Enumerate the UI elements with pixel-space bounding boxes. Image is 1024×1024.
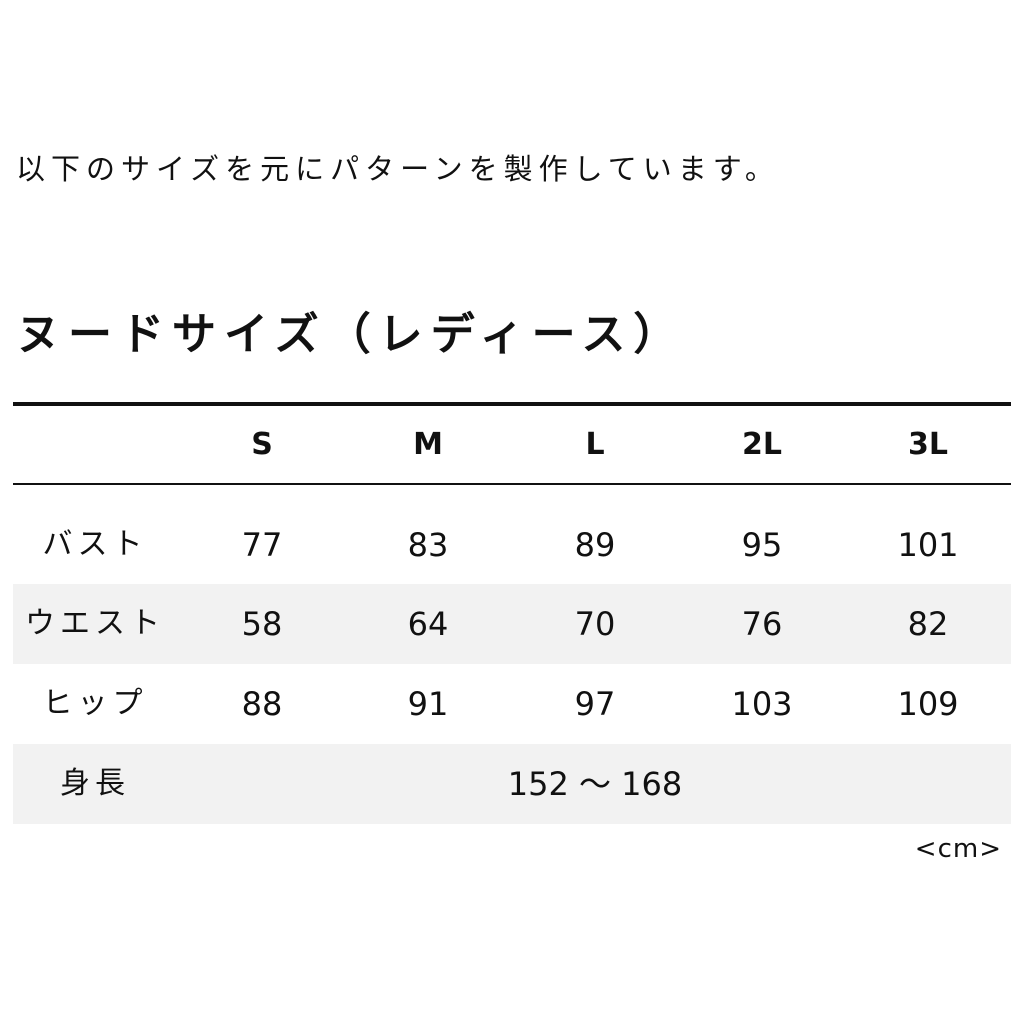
table-row-waist: ウエスト 58 64 70 76 82 <box>13 584 1011 664</box>
table-row-bust: バスト 77 83 89 95 101 <box>13 505 1011 585</box>
table-cell: 76 <box>741 605 783 643</box>
table-cell: 97 <box>574 685 616 723</box>
table-cell: 91 <box>407 685 449 723</box>
table-header-rule <box>13 483 1011 485</box>
column-header-2l: 2L <box>742 427 782 462</box>
table-row-hip: ヒップ 88 91 97 103 109 <box>13 664 1011 744</box>
row-label: ヒップ <box>42 686 148 721</box>
table-cell: 77 <box>241 526 283 564</box>
table-cell: 70 <box>574 605 616 643</box>
table-cell: 95 <box>741 526 783 564</box>
column-header-3l: 3L <box>908 427 948 462</box>
page-title: ヌードサイズ（レディース） <box>16 309 686 360</box>
table-row-height: 身長 152 ～ 168 <box>13 744 1011 824</box>
table-cell: 64 <box>407 605 449 643</box>
row-label: ウエスト <box>25 606 165 641</box>
table-cell: 58 <box>241 605 283 643</box>
table-cell: 89 <box>574 526 616 564</box>
column-header-s: S <box>251 427 273 462</box>
table-cell: 82 <box>907 605 949 643</box>
table-cell: 109 <box>897 685 959 723</box>
unit-label: <cm> <box>914 834 1002 864</box>
row-label: 身長 <box>60 766 130 801</box>
column-header-m: M <box>413 427 443 462</box>
table-cell: 83 <box>407 526 449 564</box>
table-header-row: S M L 2L 3L <box>13 406 1011 483</box>
table-top-rule <box>13 402 1011 406</box>
height-range: 152 ～ 168 <box>507 765 683 803</box>
table-cell: 103 <box>731 685 793 723</box>
table-cell: 101 <box>897 526 959 564</box>
row-label: バスト <box>42 527 148 562</box>
column-header-l: L <box>585 427 605 462</box>
intro-text: 以下のサイズを元にパターンを製作しています。 <box>16 152 780 186</box>
table-cell: 88 <box>241 685 283 723</box>
